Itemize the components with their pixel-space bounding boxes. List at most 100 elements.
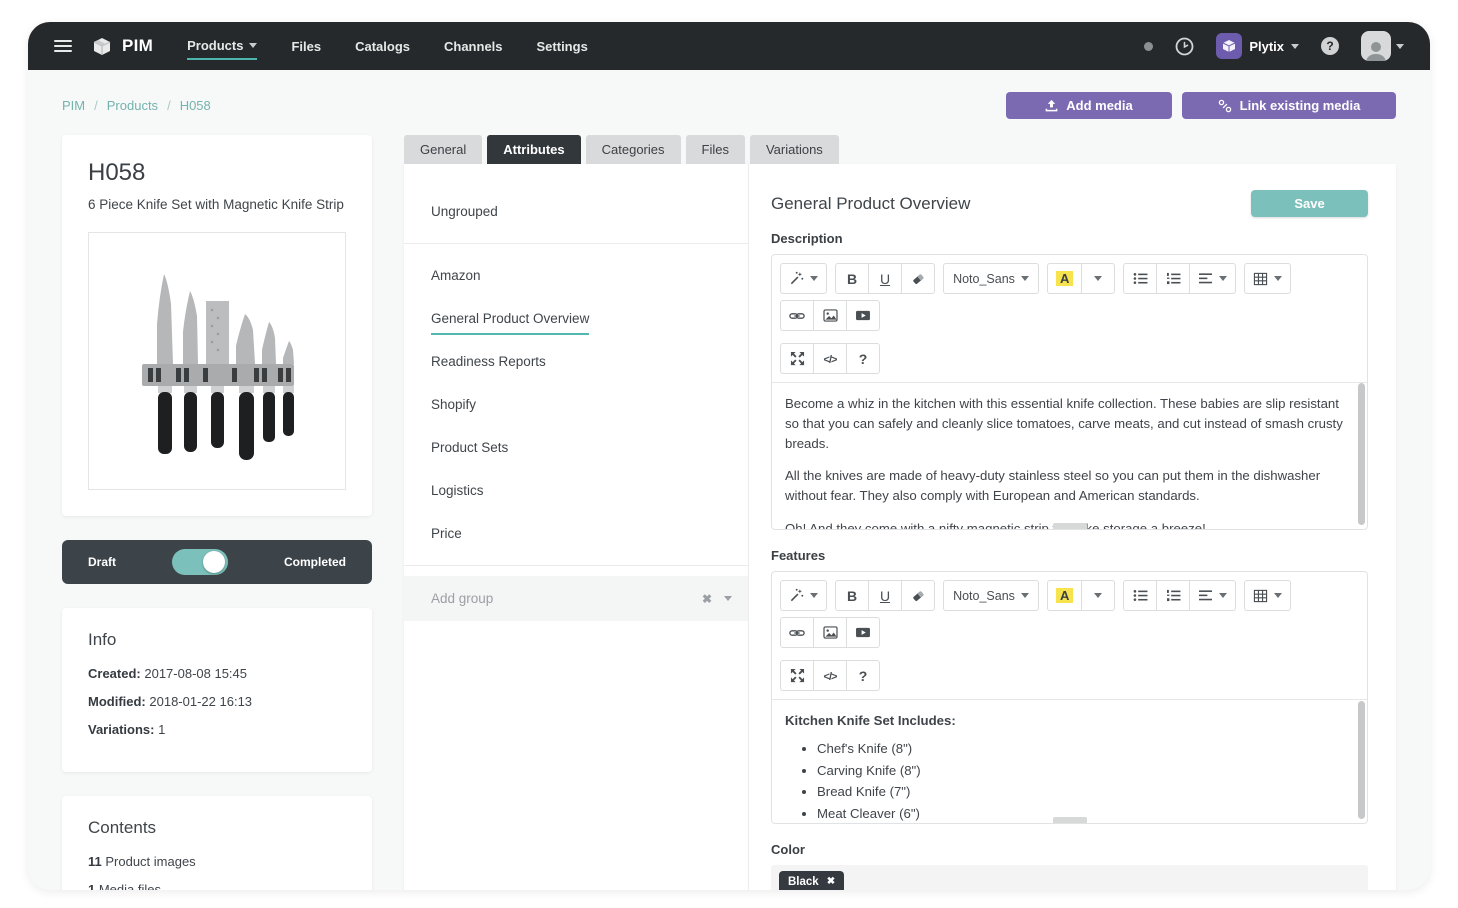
tab-general[interactable]: General <box>404 135 483 164</box>
description-resize-grip[interactable] <box>1052 523 1087 529</box>
user-menu[interactable] <box>1361 31 1404 61</box>
group-item-product-sets[interactable]: Product Sets <box>404 426 748 469</box>
color-tag-field[interactable]: Black ✖ <box>771 865 1368 890</box>
paragraph-button[interactable] <box>1189 580 1237 611</box>
font-select-button[interactable]: Noto_Sans <box>943 263 1039 294</box>
group-item-amazon[interactable]: Amazon <box>404 254 748 297</box>
font-select-button[interactable]: Noto_Sans <box>943 580 1039 611</box>
group-item-label: General Product Overview <box>431 311 590 335</box>
org-name: Plytix <box>1249 38 1284 54</box>
tab-files[interactable]: Files <box>685 135 745 164</box>
add-group-select[interactable]: Add group ✖ <box>404 576 748 621</box>
group-item-general-product-overview[interactable]: General Product Overview <box>404 297 748 340</box>
magic-wand-button[interactable] <box>780 263 827 294</box>
help-button[interactable]: ? <box>846 343 880 374</box>
hamburger-menu-icon[interactable] <box>54 40 72 52</box>
color-caret-button[interactable] <box>1081 263 1116 294</box>
unordered-list-icon <box>1133 589 1148 602</box>
video-button[interactable] <box>846 300 880 331</box>
nav-item-catalogs[interactable]: Catalogs <box>355 33 410 59</box>
link-existing-media-button[interactable]: Link existing media <box>1182 92 1396 119</box>
help-icon: ? <box>858 350 868 367</box>
font-color-button[interactable]: A <box>1047 580 1083 611</box>
features-toolbar: B U Noto_Sans A </>? <box>772 572 1367 699</box>
link-button[interactable] <box>780 617 814 648</box>
avatar <box>1361 31 1391 61</box>
picture-button[interactable] <box>813 300 847 331</box>
nav-item-settings[interactable]: Settings <box>537 33 588 59</box>
group-item-readiness-reports[interactable]: Readiness Reports <box>404 340 748 383</box>
group-item-logistics[interactable]: Logistics <box>404 469 748 512</box>
eraser-button[interactable] <box>901 263 935 294</box>
ordered-list-button[interactable] <box>1156 263 1191 294</box>
product-sku: H058 <box>88 159 146 186</box>
tab-attributes[interactable]: Attributes <box>487 135 581 164</box>
bold-icon: B <box>846 270 858 287</box>
codeview-button[interactable]: </> <box>813 660 847 691</box>
breadcrumb-products[interactable]: Products <box>106 98 159 113</box>
group-item-price[interactable]: Price <box>404 512 748 555</box>
clock-icon[interactable] <box>1175 37 1194 56</box>
group-item-label: Price <box>431 526 462 541</box>
tab-variations[interactable]: Variations <box>749 135 839 164</box>
picture-button[interactable] <box>813 617 847 648</box>
info-row: Modified: 2018-01-22 16:13 <box>88 694 253 709</box>
magic-wand-button[interactable] <box>780 580 827 611</box>
color-caret-button[interactable] <box>1081 580 1116 611</box>
group-item-label: Amazon <box>431 268 481 283</box>
codeview-icon: </> <box>823 354 838 366</box>
clear-icon[interactable]: ✖ <box>701 591 712 606</box>
help-button[interactable]: ? <box>846 660 880 691</box>
brand[interactable]: PIM <box>90 34 153 58</box>
nav-item-files[interactable]: Files <box>291 33 321 59</box>
ordered-list-button[interactable] <box>1156 580 1191 611</box>
group-item-ungrouped[interactable]: Ungrouped <box>404 190 748 233</box>
bold-button[interactable]: B <box>835 580 869 611</box>
status-toggle[interactable] <box>172 549 228 575</box>
toggle-knob <box>203 551 225 573</box>
font-color-button[interactable]: A <box>1047 263 1083 294</box>
underline-button[interactable]: U <box>868 580 902 611</box>
nav-item-label: Catalogs <box>355 39 410 54</box>
chevron-down-icon[interactable] <box>724 596 732 601</box>
features-editor-content[interactable]: Kitchen Knife Set Includes: Chef's Knife… <box>772 699 1367 823</box>
video-button[interactable] <box>846 617 880 648</box>
toolbar-button-group <box>1244 580 1292 611</box>
product-image-frame[interactable] <box>88 232 346 490</box>
description-scrollbar[interactable] <box>1358 383 1365 525</box>
pim-box-logo-icon <box>90 34 114 58</box>
features-editor: B U Noto_Sans A </>? Kitchen Knife Set Inclu… <box>771 571 1368 824</box>
group-item-shopify[interactable]: Shopify <box>404 383 748 426</box>
table-button[interactable] <box>1244 263 1292 294</box>
toolbar-button-group: </>? <box>780 343 880 374</box>
nav-item-channels[interactable]: Channels <box>444 33 503 59</box>
underline-button[interactable]: U <box>868 263 902 294</box>
table-button[interactable] <box>1244 580 1292 611</box>
org-switcher[interactable]: Plytix <box>1216 33 1299 59</box>
navbar-right: Plytix ? <box>1144 31 1404 61</box>
tab-categories[interactable]: Categories <box>585 135 681 164</box>
unordered-list-button[interactable] <box>1123 580 1158 611</box>
fullscreen-button[interactable] <box>780 343 814 374</box>
help-icon[interactable]: ? <box>1321 37 1339 55</box>
table-icon <box>1253 589 1268 603</box>
bold-button[interactable]: B <box>835 263 869 294</box>
add-media-button[interactable]: Add media <box>1006 92 1172 119</box>
group-details: General Product Overview Save Descriptio… <box>749 164 1396 890</box>
eraser-button[interactable] <box>901 580 935 611</box>
link-button[interactable] <box>780 300 814 331</box>
save-button[interactable]: Save <box>1251 190 1368 217</box>
features-resize-grip[interactable] <box>1052 817 1087 823</box>
description-editor-content[interactable]: Become a whiz in the kitchen with this e… <box>772 382 1367 529</box>
unordered-list-button[interactable] <box>1123 263 1158 294</box>
features-scrollbar[interactable] <box>1358 701 1365 819</box>
codeview-button[interactable]: </> <box>813 343 847 374</box>
breadcrumb-row: PIM / Products / H058 Add media Link existin… <box>28 70 1430 135</box>
tag-remove-icon[interactable]: ✖ <box>826 876 836 887</box>
nav-item-products[interactable]: Products <box>187 32 258 60</box>
tabs: General Attributes Categories Files Variatio… <box>404 135 1396 164</box>
fullscreen-button[interactable] <box>780 660 814 691</box>
breadcrumb-pim[interactable]: PIM <box>62 98 86 113</box>
video-icon <box>855 626 871 639</box>
paragraph-button[interactable] <box>1189 263 1237 294</box>
